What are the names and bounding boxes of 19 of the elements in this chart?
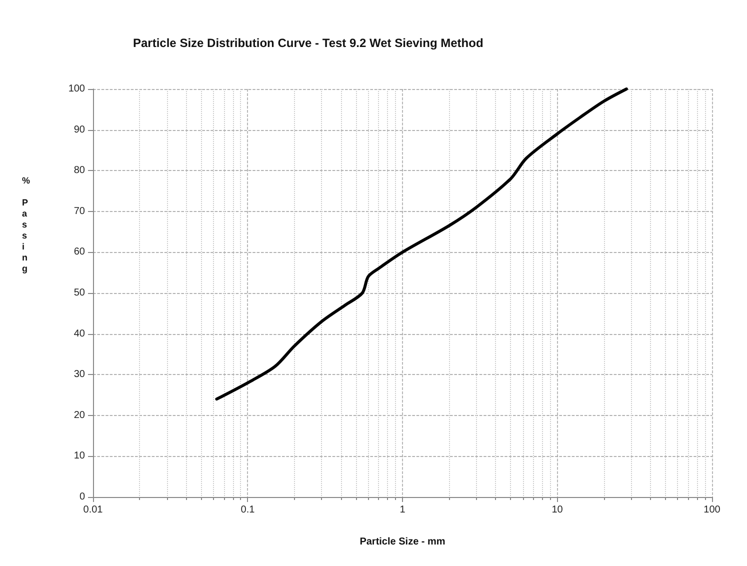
x-tick-label: 0.1 (240, 504, 256, 516)
y-tick-label: 30 (74, 369, 86, 380)
y-tick-label: 60 (74, 246, 86, 258)
y-tick-label: 40 (74, 328, 86, 340)
x-tick-label: 10 (552, 504, 564, 516)
y-tick-label: 70 (74, 206, 86, 217)
y-tick-label: 80 (74, 165, 86, 176)
chart-title: Particle Size Distribution Curve - Test 9.2 Wet Sieving Method (133, 36, 484, 50)
y-tick-label: 100 (68, 84, 86, 94)
text: % Passing (22, 176, 30, 274)
x-tick-label: 0.01 (83, 504, 104, 516)
y-tick-label: 0 (79, 492, 86, 502)
y-tick-label: 50 (74, 288, 86, 298)
y-tick-label: 10 (74, 450, 86, 462)
y-tick-label: 90 (74, 124, 86, 136)
x-axis-title: Particle Size - mm (360, 536, 446, 548)
x-tick-label: 1 (400, 504, 406, 516)
y-tick-label: 20 (74, 410, 86, 421)
x-tick-label: 100 (704, 504, 721, 516)
